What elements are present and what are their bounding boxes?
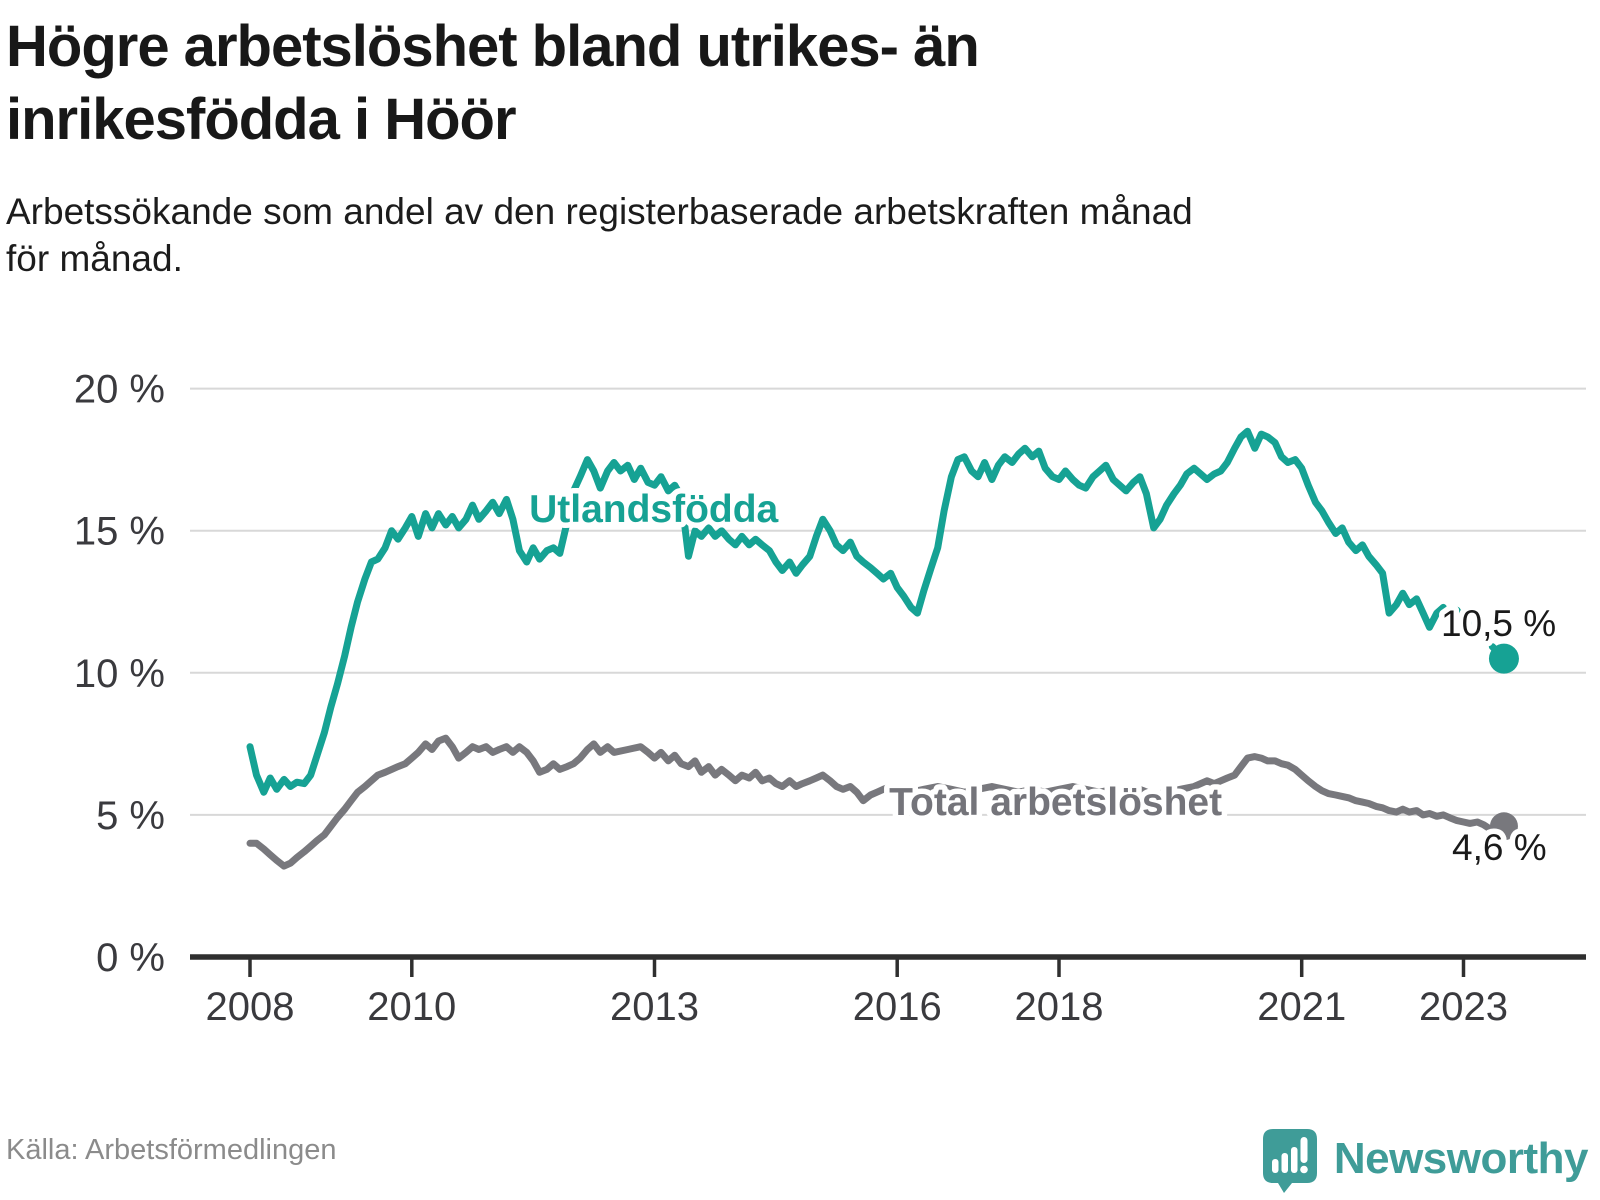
- x-tick-label-2013: 2013: [610, 985, 699, 1029]
- end-value-label-utlandsfodda: 10,5 %: [1441, 603, 1556, 644]
- x-tick-label-2023: 2023: [1419, 985, 1508, 1029]
- subtitle-line-1: Arbetssökande som andel av den registerb…: [6, 191, 1193, 232]
- series-label-utlandsfodda: Utlandsfödda: [529, 488, 778, 531]
- series-line-total: [246, 734, 1508, 870]
- brand-footer: Newsworthy: [1258, 1124, 1589, 1194]
- series-end-dot-total: [1489, 812, 1518, 841]
- chart-subtitle: Arbetssökande som andel av den registerb…: [6, 188, 1566, 282]
- x-tick-label-2008: 2008: [206, 985, 295, 1029]
- x-tick-label-2016: 2016: [853, 985, 942, 1029]
- y-tick-label-5: 5 %: [96, 794, 165, 838]
- series-end-dot-utlandsfodda: [1488, 643, 1519, 674]
- series-line-utlandsfodda: [246, 427, 1461, 796]
- subtitle-line-2: för månad.: [6, 238, 183, 279]
- title-line-1: Högre arbetslöshet bland utrikes- än: [6, 14, 980, 79]
- title-line-2: inrikesfödda i Höör: [6, 87, 517, 152]
- newsworthy-logo-icon: [1262, 1129, 1317, 1193]
- y-tick-label-0: 0 %: [96, 936, 165, 980]
- y-tick-label-15: 15 %: [74, 510, 165, 554]
- end-value-label-total: 4,6 %: [1452, 827, 1547, 868]
- x-tick-label-2021: 2021: [1257, 985, 1346, 1029]
- y-tick-label-10: 10 %: [74, 652, 165, 696]
- y-tick-label-20: 20 %: [74, 368, 165, 412]
- page-title: Högre arbetslöshet bland utrikes- än inr…: [6, 10, 1566, 156]
- x-tick-label-2010: 2010: [367, 985, 456, 1029]
- x-tick-label-2018: 2018: [1015, 985, 1104, 1029]
- series-label-total: Total arbetslöshet: [889, 781, 1222, 824]
- source-note: Källa: Arbetsförmedlingen: [6, 1134, 337, 1166]
- brand-name: Newsworthy: [1333, 1134, 1589, 1183]
